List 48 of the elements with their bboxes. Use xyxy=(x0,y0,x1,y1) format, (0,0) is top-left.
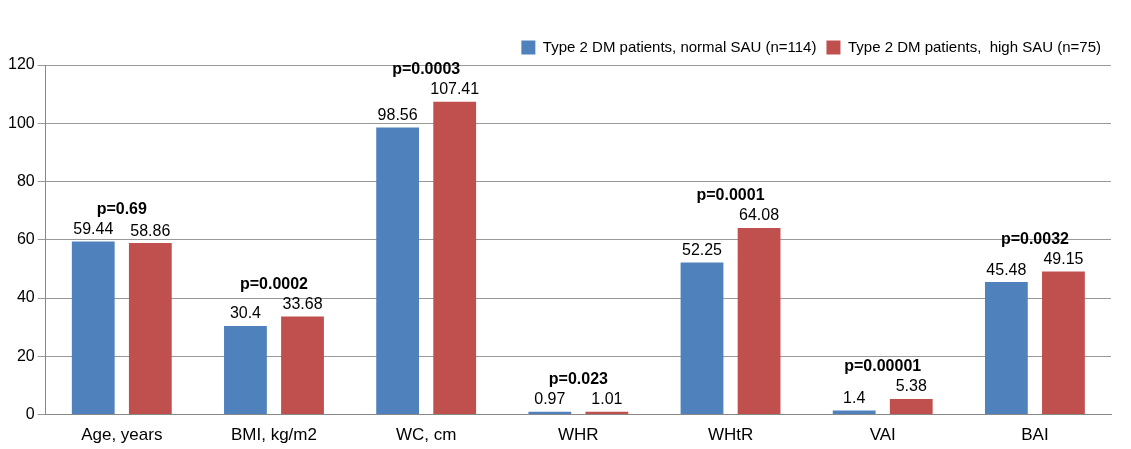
y-tick-label: 60 xyxy=(16,230,35,248)
annotation: p=0.023 xyxy=(548,370,609,388)
annotation: p=0.0002 xyxy=(239,274,309,292)
annotation: p=0.69 xyxy=(96,199,148,217)
annotation: p=0.0032 xyxy=(1000,229,1070,247)
data-label: 107.41 xyxy=(430,80,480,98)
data-label: 30.4 xyxy=(229,304,262,322)
bar xyxy=(128,243,172,415)
y-tick-label: 120 xyxy=(7,55,35,73)
bar xyxy=(680,262,724,415)
data-label: 98.56 xyxy=(377,105,418,123)
x-tick-label: WC, cm xyxy=(395,425,457,445)
data-label: 5.38 xyxy=(895,377,927,395)
x-tick-label: WHR xyxy=(558,425,599,445)
bar xyxy=(1042,271,1085,415)
bar xyxy=(224,326,267,415)
bar xyxy=(984,282,1028,415)
bar xyxy=(376,127,420,415)
data-label: 59.44 xyxy=(73,219,114,237)
data-label: 33.68 xyxy=(282,294,323,312)
x-tick-label: Age, years xyxy=(81,425,163,445)
data-label: 52.25 xyxy=(681,240,723,258)
data-label: 45.48 xyxy=(986,260,1027,278)
y-tick-label: 0 xyxy=(25,405,35,423)
x-tick-label: VAI xyxy=(869,425,896,445)
data-label: 49.15 xyxy=(1043,249,1084,267)
bar xyxy=(71,241,115,415)
annotation: p=0.0003 xyxy=(392,60,461,78)
data-label: 1.4 xyxy=(843,388,866,406)
y-tick-label: 20 xyxy=(16,346,35,364)
data-label: 0.97 xyxy=(534,390,566,408)
data-label: 58.86 xyxy=(130,221,171,239)
x-tick-label: BAI xyxy=(1021,425,1049,445)
legend-label: Type 2 DM patients, normal SAU (n=114) xyxy=(542,37,817,55)
annotation: p=0.00001 xyxy=(844,357,922,375)
data-label: 64.08 xyxy=(739,206,780,224)
bar xyxy=(889,398,933,415)
x-tick-label: BMI, kg/m2 xyxy=(230,425,317,445)
annotation: p=0.0001 xyxy=(696,186,765,204)
y-tick-label: 80 xyxy=(16,171,35,189)
bar xyxy=(281,316,324,415)
data-label: 1.01 xyxy=(591,390,623,408)
y-tick-label: 40 xyxy=(16,288,35,306)
bar xyxy=(737,227,781,415)
bar xyxy=(433,101,477,415)
legend-label: Type 2 DM patients, high SAU (n=75) xyxy=(847,37,1101,55)
y-tick-label: 100 xyxy=(7,113,35,131)
x-tick-label: WHtR xyxy=(707,425,754,445)
